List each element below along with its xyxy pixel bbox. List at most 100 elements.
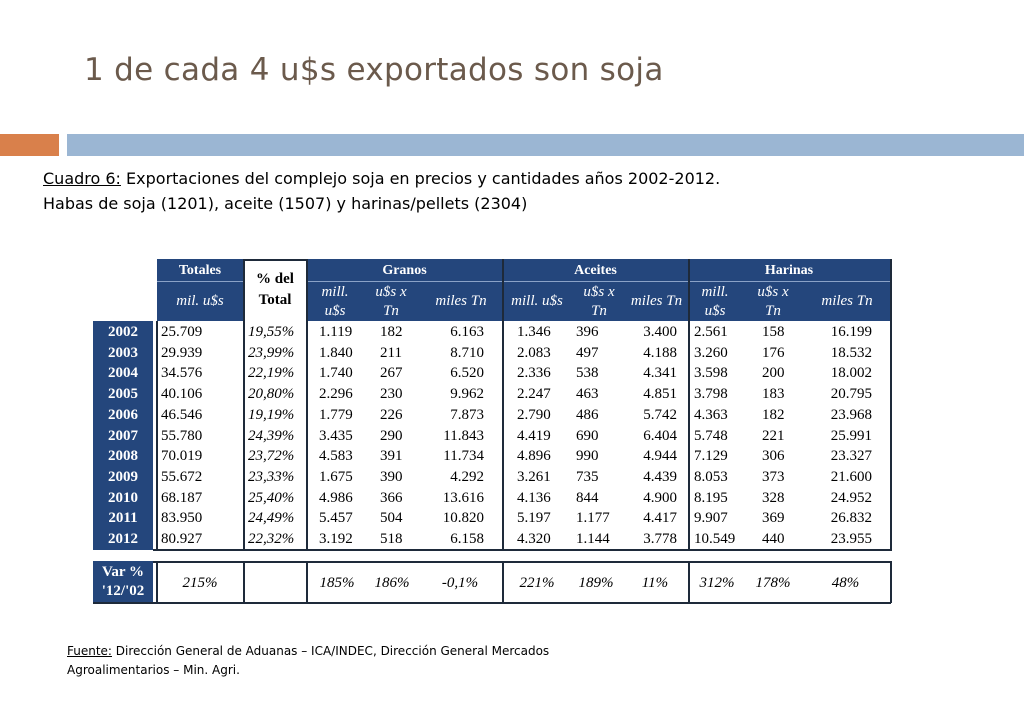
source-label: Fuente: xyxy=(67,644,112,658)
table-cell-g_mill: 1.119 xyxy=(319,324,353,340)
table-vline xyxy=(688,259,690,551)
table-cell-h_mill: 10.549 xyxy=(694,531,736,547)
var-label: Var % '12/'02 xyxy=(93,561,153,605)
table-cell-h_usx: 440 xyxy=(762,531,785,547)
table-vline xyxy=(156,321,158,551)
table-cell-total: 55.672 xyxy=(161,468,203,485)
var-cell-g_mill: 185% xyxy=(319,575,355,591)
table-cell-a_miles: 4.188 xyxy=(643,344,677,361)
table-cell-total: 68.187 xyxy=(161,489,203,506)
table-row-year: 2005 xyxy=(108,386,138,403)
table-row-year: 2008 xyxy=(108,448,138,465)
table-cell-a_usx: 844 xyxy=(576,489,599,506)
table-cell-h_miles: 18.002 xyxy=(830,365,872,382)
table-cell-g_usx: 230 xyxy=(380,386,403,403)
var-cell-g_miles: -0,1% xyxy=(441,575,479,591)
accent-bar-orange xyxy=(0,134,59,156)
table-cell-g_mill: 5.457 xyxy=(319,510,353,527)
header-separator xyxy=(157,281,243,282)
year-column-band xyxy=(93,321,153,550)
table-cell-g_usx: 390 xyxy=(380,468,403,485)
table-header-line xyxy=(243,259,307,261)
table-cell-g_mill: 1.675 xyxy=(319,468,353,485)
table-cell-h_miles: 20.795 xyxy=(830,386,872,403)
table-cell-a_usx: 1.144 xyxy=(576,531,610,547)
table-cell-h_usx: 182 xyxy=(762,406,785,423)
subheader-granos-mill-1: mill. xyxy=(321,284,349,300)
table-cell-total: 70.019 xyxy=(161,448,203,465)
var-cell-a_miles: 11% xyxy=(641,575,669,591)
table-cell-a_mill: 2.083 xyxy=(517,344,551,361)
table-vline xyxy=(890,259,892,551)
table-cell-h_mill: 7.129 xyxy=(694,448,728,465)
table-cell-a_mill: 4.419 xyxy=(517,427,551,444)
table-cell-g_usx: 290 xyxy=(380,427,403,444)
table-cell-a_mill: 4.136 xyxy=(517,489,551,506)
var-cell-pct xyxy=(244,570,306,596)
table-cell-a_miles: 6.404 xyxy=(643,427,677,444)
table-bottom-line xyxy=(153,549,891,551)
var-vline xyxy=(243,561,245,603)
table-cell-g_miles: 8.710 xyxy=(450,344,484,361)
table-cell-h_mill: 4.363 xyxy=(694,406,728,423)
table-cell-g_mill: 1.740 xyxy=(319,365,353,382)
table-cell-g_usx: 504 xyxy=(380,510,403,527)
var-cell-h_usx: 178% xyxy=(755,575,791,591)
table-cell-g_mill: 3.192 xyxy=(319,531,353,547)
table-cell-h_mill: 2.561 xyxy=(694,324,728,340)
table-row-year: 2007 xyxy=(108,427,138,444)
var-vline xyxy=(688,561,690,603)
table-row-year: 2012 xyxy=(108,531,138,547)
table-cell-h_miles: 23.955 xyxy=(830,531,872,547)
table-cell-g_miles: 6.163 xyxy=(450,324,484,340)
subheader-granos-usx-1: u$s x xyxy=(375,284,407,300)
subheader-aceites-miles: miles Tn xyxy=(630,293,683,309)
caption-text: Exportaciones del complejo soja en preci… xyxy=(43,169,721,213)
table-cell-h_usx: 221 xyxy=(762,427,785,444)
table-cell-g_mill: 1.840 xyxy=(319,344,353,361)
table-cell-total: 25.709 xyxy=(161,324,203,340)
subheader-granos-usx-2: Tn xyxy=(383,303,399,319)
table-cell-total: 46.546 xyxy=(161,406,203,423)
table-cell-a_usx: 396 xyxy=(576,324,599,340)
table-cell-pct: 19,19% xyxy=(248,406,295,423)
var-cell-a_mill: 221% xyxy=(519,575,555,591)
table-row-year: 2004 xyxy=(108,365,138,382)
table-cell-h_usx: 369 xyxy=(762,510,785,527)
table-cell-a_mill: 4.896 xyxy=(517,448,551,465)
table-cell-a_miles: 3.400 xyxy=(643,324,677,340)
subheader-totales-unit: mil. u$s xyxy=(176,293,224,309)
table-cell-pct: 23,72% xyxy=(248,448,295,465)
table-cell-pct: 25,40% xyxy=(248,489,295,506)
table-cell-g_miles: 6.520 xyxy=(450,365,484,382)
var-label-line1: Var % xyxy=(101,564,145,580)
table-cell-h_miles: 23.327 xyxy=(830,448,872,465)
table-cell-a_usx: 735 xyxy=(576,468,599,485)
table-cell-total: 40.106 xyxy=(161,386,203,403)
table-cell-a_usx: 990 xyxy=(576,448,599,465)
table-cell-pct: 22,32% xyxy=(248,531,295,547)
table-vline xyxy=(243,259,245,551)
table-cell-g_usx: 182 xyxy=(380,324,403,340)
table-cell-h_mill: 8.053 xyxy=(694,468,728,485)
table-cell-a_mill: 5.197 xyxy=(517,510,551,527)
table-cell-g_mill: 4.986 xyxy=(319,489,353,506)
table-cell-h_mill: 3.598 xyxy=(694,365,728,382)
table-cell-h_mill: 5.748 xyxy=(694,427,728,444)
var-vline xyxy=(502,561,504,603)
var-vline xyxy=(306,561,308,603)
table-cell-a_mill: 4.320 xyxy=(517,531,551,547)
subheader-harinas-miles: miles Tn xyxy=(821,293,873,309)
var-bottom-line xyxy=(93,602,891,604)
header-pct-line1: % del xyxy=(256,271,294,287)
table-cell-g_mill: 2.296 xyxy=(319,386,353,403)
table-cell-total: 29.939 xyxy=(161,344,203,361)
table-cell-a_mill: 2.336 xyxy=(517,365,551,382)
subheader-harinas-usx-1: u$s x xyxy=(757,284,789,300)
header-granos: Granos xyxy=(382,263,427,278)
table-cell-g_miles: 11.843 xyxy=(443,427,484,444)
table-cell-h_miles: 26.832 xyxy=(830,510,872,527)
table-cell-a_miles: 5.742 xyxy=(643,406,677,423)
var-cell-h_miles: 48% xyxy=(831,575,860,591)
subheader-aceites-usx-2: Tn xyxy=(591,303,607,319)
